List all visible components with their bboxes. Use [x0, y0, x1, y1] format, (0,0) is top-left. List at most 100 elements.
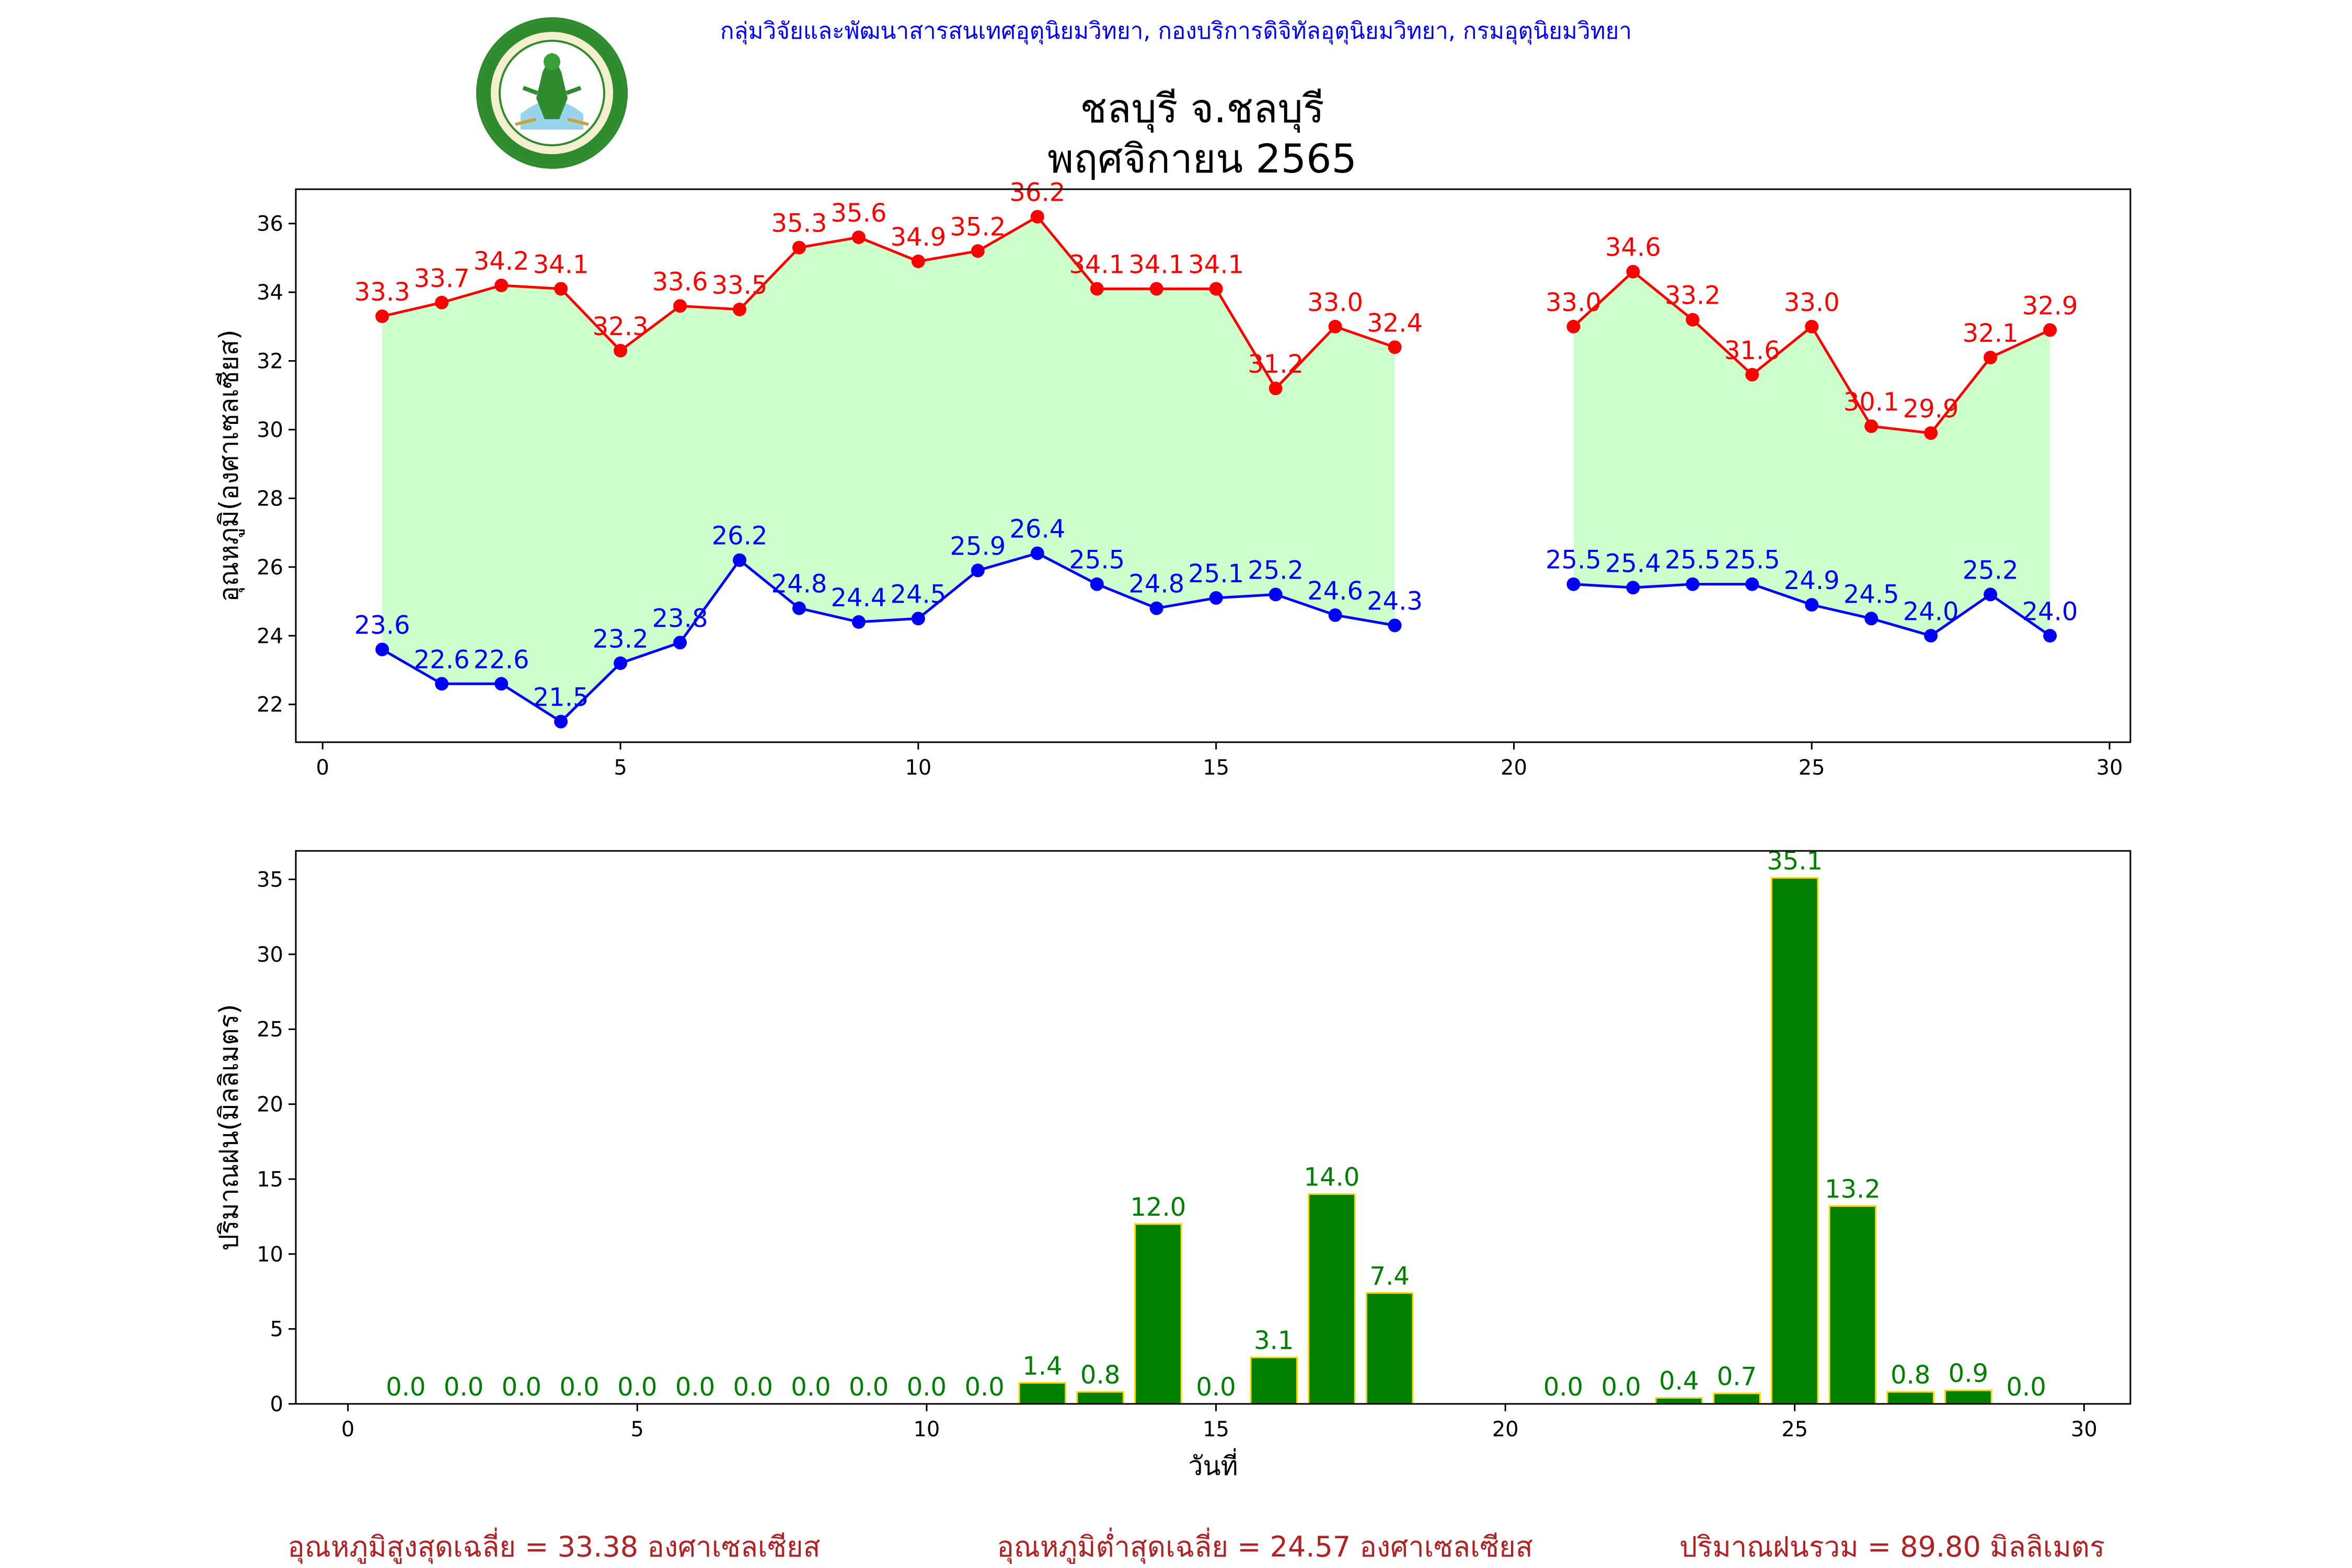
x-tick-label: 10 — [905, 756, 931, 780]
min-temperature-label: 25.5 — [1069, 546, 1125, 575]
x-tick-label: 30 — [2071, 1417, 2097, 1442]
max-temperature-point — [673, 299, 687, 313]
min-temperature-label: 24.5 — [890, 580, 946, 609]
rainfall-bar-label: 0.0 — [559, 1373, 599, 1402]
max-temperature-label: 34.1 — [533, 250, 589, 280]
total-rainfall-summary: ปริมาณฝนรวม = 89.80 มิลลิเมตร — [1679, 1530, 2105, 1563]
org-line: กลุ่มวิจัยและพัฒนาสารสนเทศอุตุนิยมวิทยา,… — [720, 18, 1632, 45]
min-temperature-label: 25.5 — [1665, 546, 1721, 575]
min-temperature-point — [1686, 577, 1700, 591]
y-tick-label: 35 — [257, 868, 283, 892]
min-temperature-point — [435, 677, 449, 691]
max-temperature-label: 29.9 — [1903, 395, 1959, 424]
max-temperature-point — [2043, 323, 2057, 337]
y-tick-label: 25 — [257, 1018, 283, 1042]
rainfall-bar-label: 14.0 — [1304, 1163, 1360, 1192]
max-temperature-label: 32.3 — [593, 312, 649, 341]
temperature-panel: 33.3 33.734.2 34.132.333.6 33.535.3 35.634.9… — [214, 178, 2131, 780]
chart-title-line1: ชลบุรี จ.ชลบุรี — [1080, 85, 1324, 133]
y-tick-label: 30 — [257, 418, 283, 442]
min-temperature-label: 22.6 — [474, 645, 529, 674]
max-temperature-label: 34.1 — [1188, 250, 1244, 280]
max-temperature-point — [1149, 282, 1163, 296]
min-temperature-label: 21.5 — [533, 683, 589, 712]
min-temperature-point — [673, 636, 687, 650]
max-temperature-label: 35.2 — [950, 212, 1006, 241]
x-tick-label: 25 — [1781, 1417, 1808, 1442]
min-temperature-point — [911, 612, 925, 626]
y-tick-label: 0 — [270, 1392, 283, 1416]
rainfall-bar-label: 0.0 — [675, 1373, 715, 1402]
temperature-range-band — [382, 216, 2050, 722]
min-temperature-point — [1984, 587, 1998, 602]
min-temperature-label: 25.5 — [1724, 546, 1780, 575]
rainfall-y-ticks: 0 5 10 15 20 25 30 35 — [257, 868, 296, 1416]
min-temperature-point — [375, 642, 389, 656]
rainfall-bar — [1944, 1389, 1992, 1405]
x-tick-label: 20 — [1501, 756, 1527, 780]
min-temperature-label: 25.1 — [1188, 559, 1244, 589]
min-temperature-line — [381, 551, 1396, 723]
max-temperature-point — [1090, 282, 1104, 296]
rainfall-bar — [1308, 1193, 1356, 1405]
min-temperature-point — [1388, 618, 1402, 632]
rainfall-bar-label: 0.0 — [386, 1373, 425, 1402]
max-temperature-point — [1030, 210, 1044, 224]
rainfall-bar-label: 0.0 — [1601, 1373, 1641, 1402]
max-temperature-line — [382, 215, 1396, 391]
y-tick-label: 10 — [257, 1242, 283, 1266]
max-temperature-label: 31.2 — [1248, 350, 1304, 379]
rainfall-bar-label: 0.0 — [791, 1373, 831, 1402]
rainfall-bar — [1828, 1205, 1877, 1405]
max-temperature-point — [1626, 264, 1640, 279]
temperature-y-axis-label: อุณหภูมิ(องศาเซลเซียส) — [214, 329, 245, 602]
x-tick-label: 25 — [1798, 756, 1825, 780]
min-temperature-point — [1805, 598, 1819, 612]
max-temperature-point — [1566, 319, 1581, 333]
rainfall-bar-label: 0.0 — [733, 1373, 773, 1402]
min-temperature-point — [1864, 612, 1878, 626]
y-tick-label: 28 — [257, 487, 283, 511]
min-temperature-point — [1149, 601, 1163, 615]
temperature-data-labels: 33.3 33.734.2 34.132.333.6 33.535.3 35.634.9… — [354, 178, 2078, 712]
max-temperature-label: 34.9 — [890, 223, 946, 252]
y-tick-label: 34 — [257, 281, 283, 305]
min-temperature-point — [1030, 546, 1044, 560]
rainfall-bar-label: 0.0 — [2007, 1373, 2046, 1402]
max-temperature-point — [614, 343, 628, 358]
min-temperature-label: 24.0 — [2022, 597, 2078, 626]
min-temperature-point — [733, 553, 747, 567]
min-temperature-label: 24.3 — [1367, 587, 1423, 616]
max-temperature-point — [1924, 426, 1938, 440]
max-temperature-point — [911, 255, 925, 268]
min-temperature-point — [971, 563, 985, 578]
rainfall-plot-frame — [295, 850, 2131, 1405]
max-temperature-label: 35.3 — [771, 209, 827, 238]
rainfall-bar-label: 13.2 — [1825, 1175, 1881, 1204]
min-temperature-point — [2043, 629, 2057, 643]
max-temperature-label: 34.1 — [1128, 250, 1184, 280]
rainfall-bar-label: 0.7 — [1717, 1362, 1757, 1391]
rainfall-bar-label: 0.4 — [1659, 1367, 1699, 1396]
rainfall-bar-label: 0.0 — [1543, 1373, 1583, 1402]
min-temperature-point — [851, 615, 866, 629]
max-temperature-point — [1328, 319, 1342, 333]
max-temperature-label: 31.6 — [1724, 336, 1780, 365]
rainfall-bar — [1771, 877, 1819, 1405]
rainfall-bar-label: 0.0 — [502, 1373, 541, 1402]
max-temperature-point — [851, 230, 866, 244]
y-tick-label: 15 — [257, 1168, 283, 1192]
rainfall-bar-label: 0.8 — [1890, 1361, 1930, 1390]
max-temperature-label: 36.2 — [1009, 178, 1065, 207]
max-temperature-point — [1745, 367, 1759, 382]
rainfall-bar-label: 0.9 — [1949, 1359, 1988, 1388]
rainfall-bar — [1250, 1356, 1298, 1405]
rainfall-bar-label: 0.0 — [444, 1373, 483, 1402]
min-temperature-series — [375, 546, 2057, 729]
x-tick-label: 5 — [631, 1417, 644, 1442]
rainfall-x-axis-label: วันที่ — [1188, 1448, 1238, 1481]
rainfall-bar-label: 0.0 — [907, 1373, 947, 1402]
min-temperature-label: 23.2 — [593, 625, 649, 654]
max-temperature-series — [375, 210, 2057, 440]
